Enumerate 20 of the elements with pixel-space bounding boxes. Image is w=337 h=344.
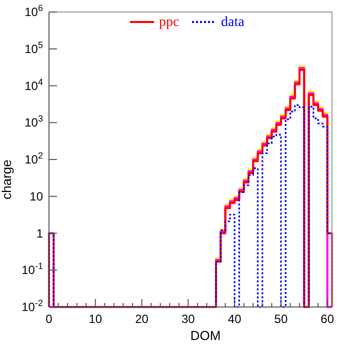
legend-label: ppc [159, 15, 180, 30]
x-tick-label: 40 [228, 312, 242, 326]
x-axis-title: DOM [190, 328, 221, 343]
y-tick-label: 10$^{6}$ [24, 3, 43, 19]
legend-label: data [221, 15, 246, 30]
x-tick-label: 50 [274, 312, 288, 326]
y-tick-label: 10$^{3}$ [24, 114, 43, 130]
y-tick-label: 10$^{-2}$ [22, 298, 43, 314]
y-tick-label: 10$^{5}$ [24, 40, 43, 56]
y-tick-label: 10$^{4}$ [24, 76, 43, 93]
y-tick-label: 10 [30, 189, 44, 204]
x-tick-label: 10 [88, 312, 102, 326]
y-tick-label: 10$^{-1}$ [22, 261, 43, 278]
x-tick-label: 0 [46, 312, 53, 326]
y-axis-title: charge [0, 160, 14, 200]
x-tick-label: 60 [320, 312, 334, 326]
y-tick-label: 10$^{2}$ [24, 150, 43, 166]
x-tick-label: 30 [182, 312, 196, 326]
x-tick-label: 20 [135, 312, 149, 326]
y-tick-label: 1 [36, 226, 44, 240]
